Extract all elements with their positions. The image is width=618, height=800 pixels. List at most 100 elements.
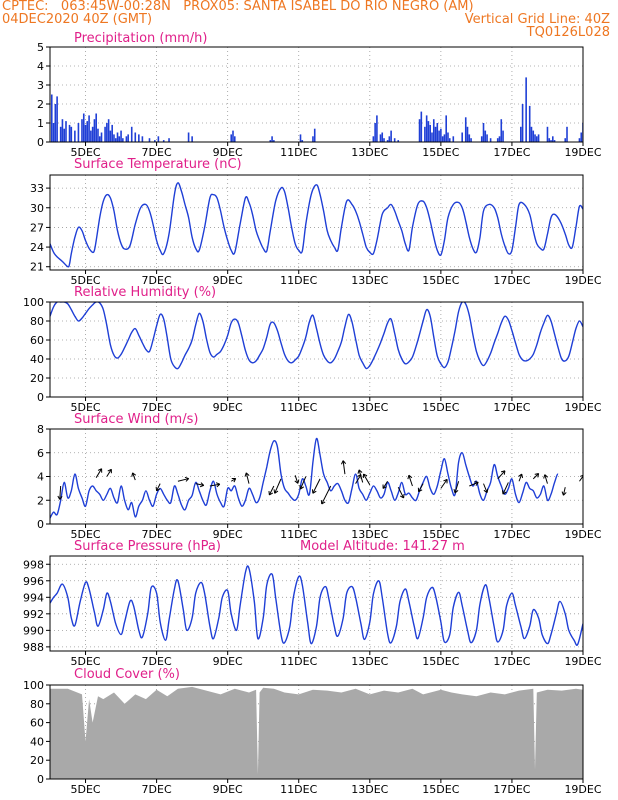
precip-bar: [93, 119, 96, 142]
wind-vector: [268, 485, 275, 496]
wind-vector: [299, 476, 307, 490]
cloud-xtick-label: 5DEC: [70, 783, 100, 796]
precip-xtick-label: 15DEC: [422, 146, 459, 159]
precip-bar: [91, 126, 94, 142]
precip-bar: [564, 138, 567, 142]
wind-vector: [497, 470, 506, 480]
precip-bar: [56, 96, 58, 142]
wind-vector: [195, 482, 205, 488]
wind-vector: [131, 472, 137, 481]
precip-bar: [111, 124, 113, 142]
precip-xtick-label: 9DEC: [213, 146, 243, 159]
pressure-ytick-label: 994: [23, 591, 44, 604]
pressure-annotation: Model Altitude: 141.27 m: [300, 539, 465, 554]
precip-ytick-label: 2: [37, 98, 44, 111]
cloud-ytick-label: 100: [23, 679, 44, 692]
cloud-xtick-label: 9DEC: [213, 783, 243, 796]
precip-bar: [376, 115, 378, 142]
pressure-ytick-label: 996: [23, 575, 44, 588]
wind-vector: [440, 478, 448, 489]
precip-bar: [553, 140, 556, 142]
rh-xtick-label: 11DEC: [280, 401, 317, 414]
pressure-xtick-label: 11DEC: [280, 655, 317, 668]
precip-bar: [95, 113, 97, 142]
wind-vector: [579, 474, 583, 482]
precip-bar: [502, 130, 504, 142]
rh-title: Relative Humidity (%): [74, 285, 216, 300]
wind-vector: [501, 482, 509, 495]
header-gridline-note: Vertical Grid Line: 40Z: [464, 12, 610, 27]
precip-bar: [141, 136, 144, 142]
precip-bar: [546, 126, 549, 142]
precip-bar: [168, 138, 170, 142]
rh-series-line: [50, 302, 583, 370]
temp-series-line: [50, 182, 583, 268]
precip-bar: [534, 134, 536, 142]
precip-bar: [70, 126, 73, 142]
precip-bar: [498, 136, 501, 142]
precip-bar: [82, 113, 85, 142]
pressure-ytick-label: 988: [23, 641, 44, 654]
wind-title: Surface Wind (m/s): [74, 412, 198, 427]
wind-xtick-label: 9DEC: [213, 528, 243, 541]
temp-xtick-label: 11DEC: [280, 274, 317, 287]
precip-bar: [114, 138, 117, 142]
precip-ytick-label: 4: [37, 60, 44, 73]
rh-ytick-label: 60: [30, 334, 44, 347]
cloud-ytick-label: 60: [30, 717, 44, 730]
precip-bar: [537, 134, 540, 142]
precip-bar: [299, 134, 302, 142]
temp-ytick-label: 27: [30, 221, 44, 234]
wind-vector: [453, 481, 460, 494]
precip-bar: [432, 119, 435, 142]
wind-xtick-label: 17DEC: [493, 528, 530, 541]
precip-bar: [54, 104, 57, 142]
cloud-panel: [46, 684, 584, 783]
precip-bar: [461, 132, 463, 142]
precip-bar: [528, 105, 531, 142]
precip-title: Precipitation (mm/h): [74, 31, 207, 46]
rh-ytick-label: 20: [30, 372, 44, 385]
precip-bar: [134, 132, 137, 142]
precip-bar: [441, 136, 444, 142]
precip-bar: [187, 132, 190, 142]
precip-bar: [100, 132, 103, 142]
wind-vector: [155, 483, 161, 492]
precip-bar: [578, 138, 581, 142]
precip-bar: [424, 126, 426, 142]
wind-xtick-label: 15DEC: [422, 528, 459, 541]
precip-bar: [162, 140, 165, 142]
wind-xtick-label: 5DEC: [70, 528, 100, 541]
temp-xtick-label: 9DEC: [213, 274, 243, 287]
temp-xtick-label: 19DEC: [564, 274, 601, 287]
precip-bar: [273, 140, 275, 142]
precip-bar: [313, 128, 316, 142]
wind-vector: [244, 472, 250, 484]
precip-bar: [452, 136, 455, 142]
precip-bar: [154, 140, 156, 142]
precip-bar: [480, 136, 483, 142]
precip-ytick-label: 5: [37, 41, 44, 54]
rh-xtick-label: 9DEC: [213, 401, 243, 414]
precip-xtick-label: 5DEC: [70, 146, 100, 159]
temp-ytick-label: 24: [30, 241, 44, 254]
precip-xtick-label: 7DEC: [142, 146, 172, 159]
precip-bar: [464, 117, 467, 142]
temp-title: Surface Temperature (nC): [74, 157, 242, 172]
precip-bar: [379, 134, 382, 142]
precip-bar: [381, 132, 384, 142]
precip-bar: [86, 121, 89, 142]
cloud-ytick-label: 40: [30, 735, 44, 748]
wind-ytick-label: 6: [37, 447, 44, 460]
rh-ytick-label: 0: [37, 391, 44, 404]
cloud-ytick-label: 0: [37, 773, 44, 786]
precip-frame: [49, 46, 584, 143]
cloud-xtick-label: 13DEC: [351, 783, 388, 796]
precip-bar: [232, 130, 234, 142]
precip-bar: [548, 138, 551, 142]
precip-bar: [447, 132, 449, 142]
precip-bar: [50, 94, 53, 142]
precip-bar: [390, 130, 392, 142]
temp-xtick-label: 5DEC: [70, 274, 100, 287]
pressure-xtick-label: 7DEC: [142, 655, 172, 668]
